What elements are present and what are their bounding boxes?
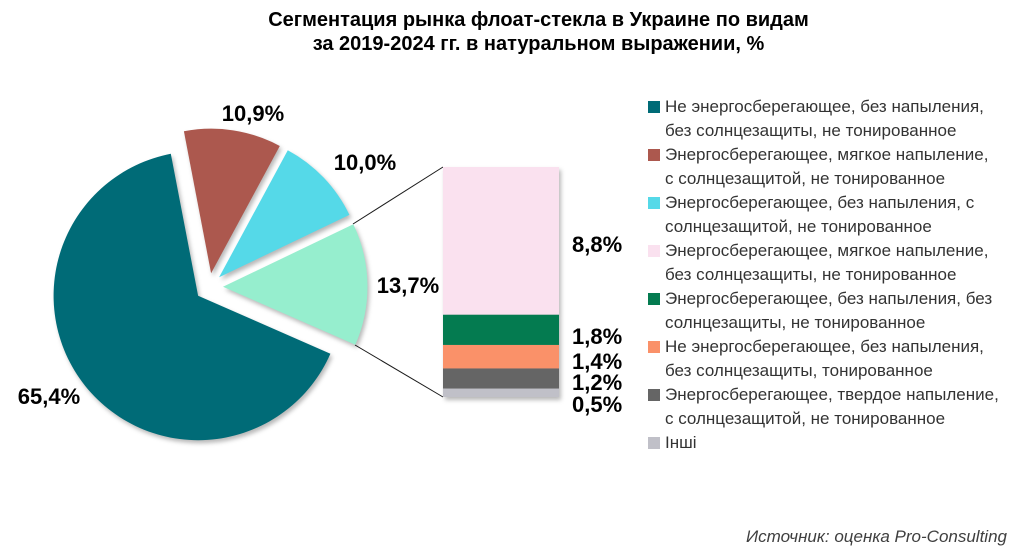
bar-segment[interactable] (443, 167, 559, 315)
legend-swatch-icon (648, 245, 660, 257)
legend-label: Энергосберегающее, без напыления, без со… (665, 289, 993, 332)
bar-segment-label: 0,5% (572, 392, 622, 417)
pie-slice[interactable] (53, 153, 331, 441)
bar-segment[interactable] (443, 368, 559, 389)
bar-segment-label: 8,8% (572, 232, 622, 257)
pie-slice[interactable] (183, 128, 280, 274)
source-text: Источник: оценка Pro-Consulting (745, 527, 1007, 546)
legend-label: Не энергосберегающее, без напыления, без… (665, 337, 984, 380)
chart-title-line2: за 2019-2024 гг. в натуральном выражении… (312, 33, 765, 55)
pie-slice-label: 10,9% (222, 101, 284, 126)
legend-label: Энергосберегающее, мягкое напыление, с с… (665, 145, 989, 188)
pie-slice-label: 13,7% (377, 273, 439, 298)
legend-swatch-icon (648, 101, 660, 113)
bar-segment-label: 1,8% (572, 324, 622, 349)
legend-swatch-icon (648, 389, 660, 401)
chart-title-line1: Сегментация рынка флоат-стекла в Украине… (268, 9, 809, 31)
legend-item[interactable]: Энергосберегающее, без напыления, с солн… (648, 191, 1023, 239)
legend-item[interactable]: Энергосберегающее, мягкое напыление, без… (648, 239, 1023, 287)
legend-swatch-icon (648, 197, 660, 209)
breakout-bar (443, 167, 559, 397)
legend-label: Інші (665, 433, 697, 452)
legend-item[interactable]: Энергосберегающее, мягкое напыление, с с… (648, 143, 1023, 191)
legend-label: Не энергосберегающее, без напыления, без… (665, 97, 984, 140)
legend-item[interactable]: Энергосберегающее, твердое напыление, с … (648, 383, 1023, 431)
connector-line (352, 166, 444, 225)
bar-segment[interactable] (443, 388, 559, 397)
bar-segment-label: 1,4% (572, 349, 622, 374)
legend-item[interactable]: Інші (648, 431, 1023, 455)
legend-label: Энергосберегающее, мягкое напыление, без… (665, 241, 989, 284)
legend-swatch-icon (648, 341, 660, 353)
pie-slice-label: 10,0% (334, 150, 396, 175)
legend-item[interactable]: Не энергосберегающее, без напыления, без… (648, 95, 1023, 143)
legend-item[interactable]: Энергосберегающее, без напыления, без со… (648, 287, 1023, 335)
legend-swatch-icon (648, 293, 660, 305)
connector-line (354, 344, 444, 398)
legend: Не энергосберегающее, без напыления, без… (648, 95, 1023, 455)
legend-label: Энергосберегающее, твердое напыление, с … (665, 385, 999, 428)
pie (53, 128, 368, 441)
pie-of-bar-chart: 8,8% 1,8%1,4%1,2%0,5% 65,4% 10,9% 10,0% 13,7% (18, 101, 622, 441)
bar-segment[interactable] (443, 344, 559, 369)
bar-segment-label: 1,2% (572, 370, 622, 395)
pie-slice-label: 65,4% (18, 384, 80, 409)
legend-label: Энергосберегающее, без напыления, с солн… (665, 193, 975, 236)
legend-item[interactable]: Не энергосберегающее, без напыления, без… (648, 335, 1023, 383)
pie-slice[interactable] (223, 224, 368, 345)
chart-title: Сегментация рынка флоат-стекла в Украине… (0, 8, 1025, 56)
legend-swatch-icon (648, 149, 660, 161)
bar-segment[interactable] (443, 314, 559, 345)
pie-slice[interactable] (219, 150, 350, 278)
legend-swatch-icon (648, 437, 660, 449)
